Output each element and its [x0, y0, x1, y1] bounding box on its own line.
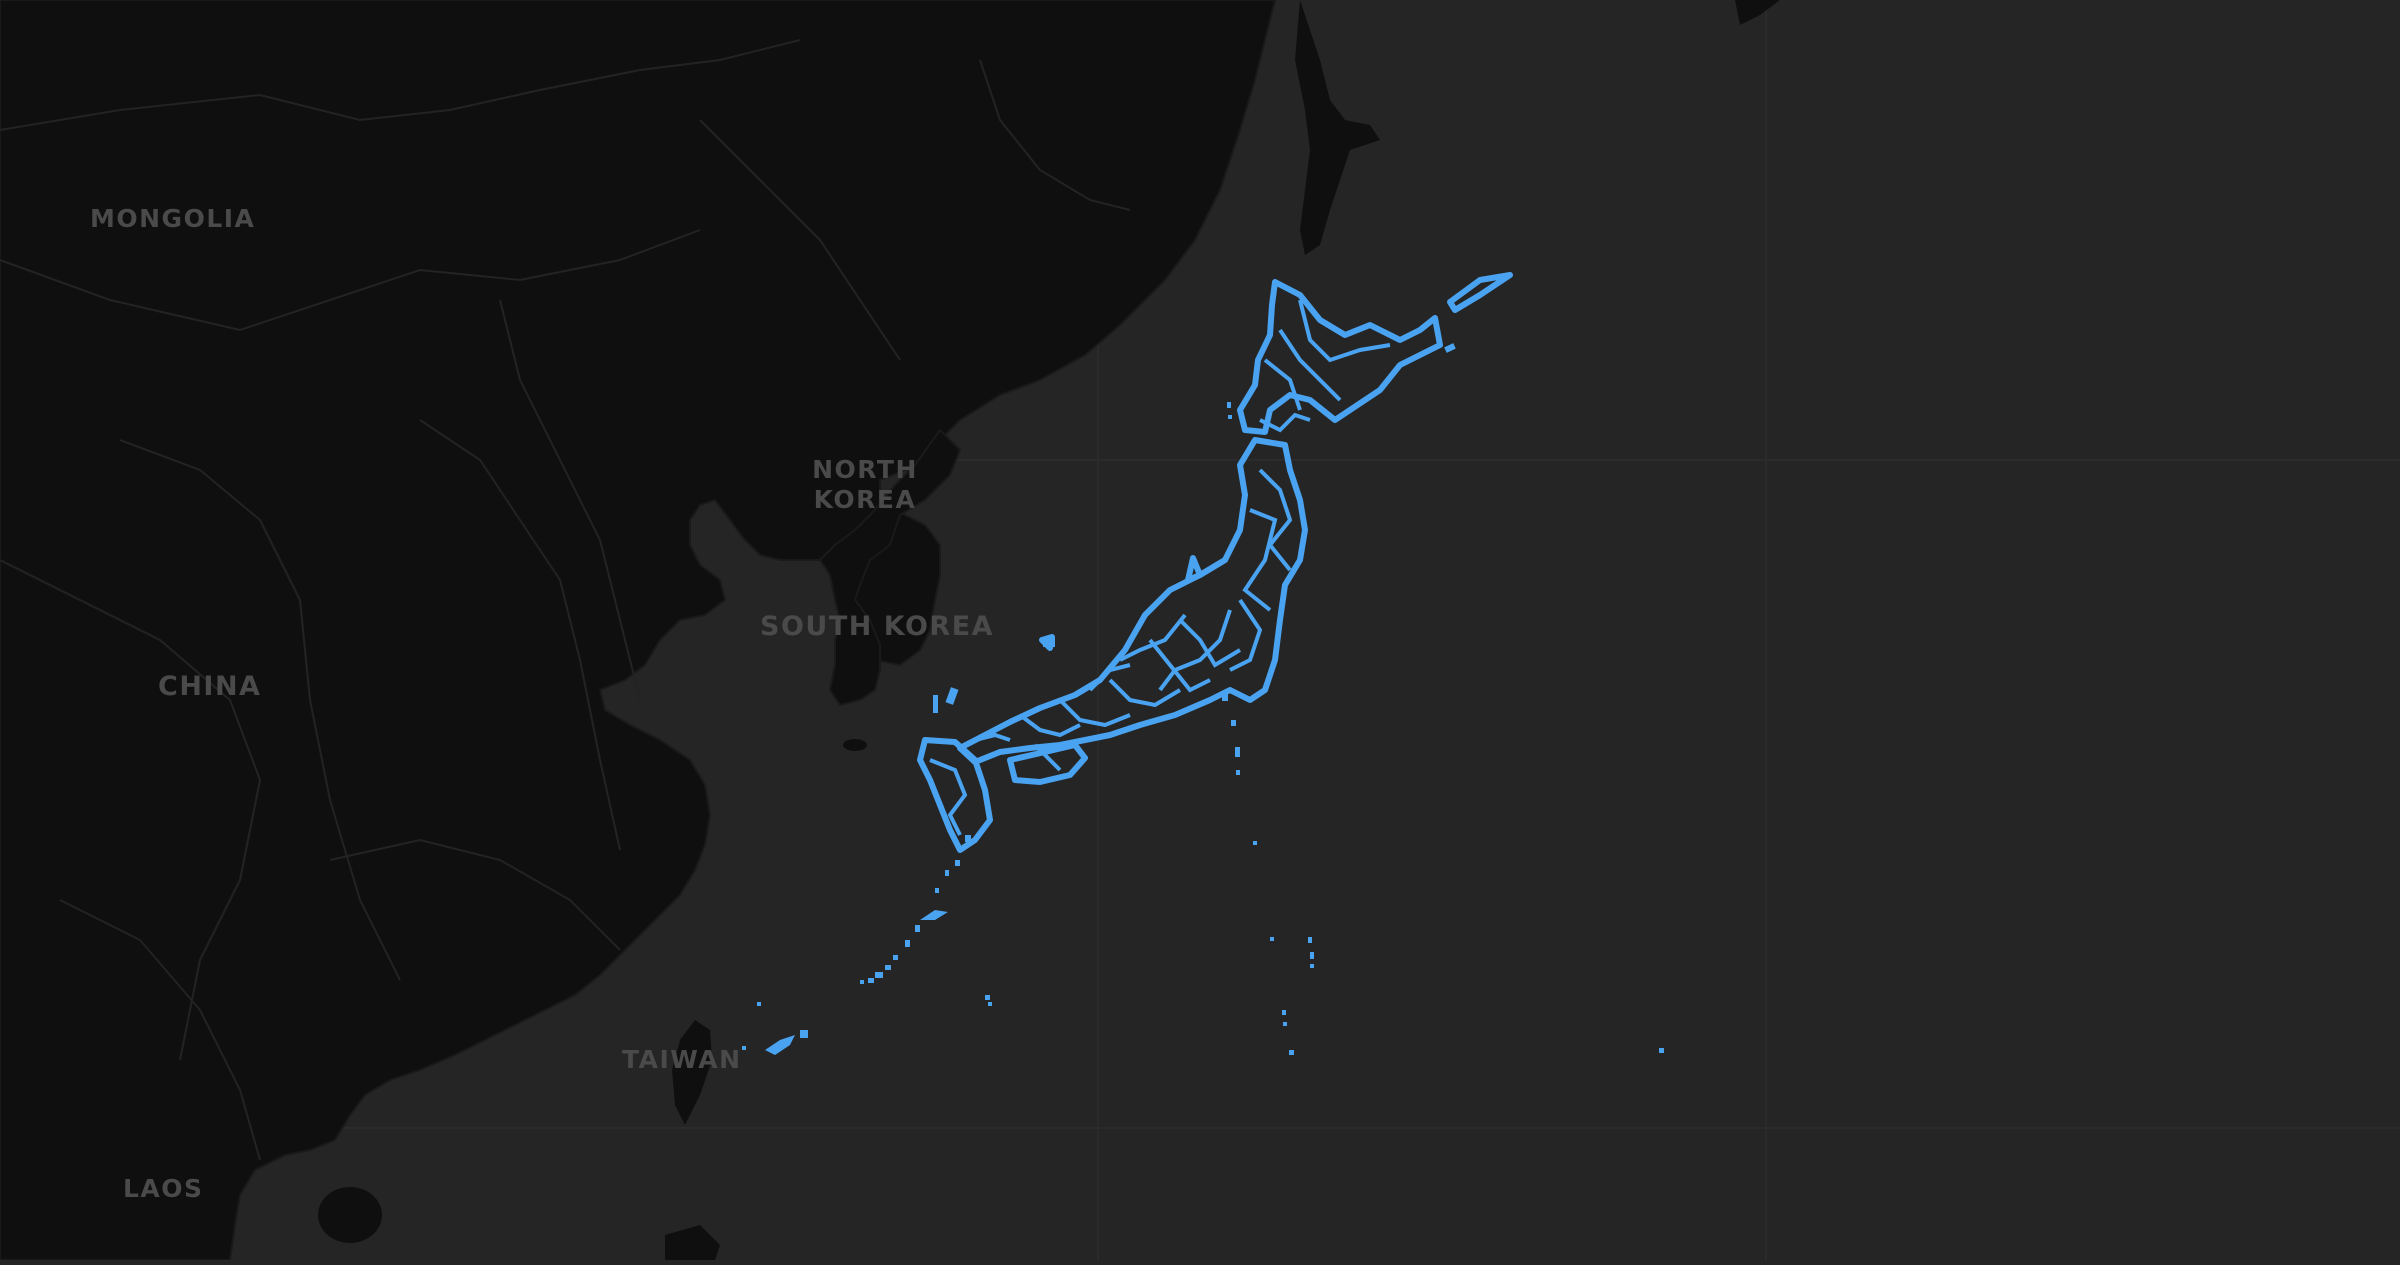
admin-borders [0, 39, 1131, 1161]
country-label-taiwan: TAIWAN [622, 1045, 742, 1074]
country-label-mongolia: MONGOLIA [90, 204, 256, 233]
country-label-north-korea-line2: KOREA [813, 485, 917, 514]
luzon-tip [665, 1225, 720, 1260]
country-label-south-korea: SOUTH KOREA [760, 611, 995, 642]
korea-peninsula [818, 428, 962, 707]
hokkaido[interactable] [1237, 279, 1443, 435]
kamchatka-tip [1735, 0, 1780, 25]
japan-prefecture-mesh [929, 299, 1391, 836]
kuril-islets[interactable] [1447, 272, 1513, 313]
outlying-islands[interactable] [742, 343, 1664, 1055]
taiwan-island [672, 1020, 712, 1125]
japan-region[interactable] [917, 272, 1513, 853]
sado-island[interactable] [1185, 555, 1203, 583]
country-label-north-korea: NORTH KOREA [800, 455, 930, 515]
country-label-north-korea-line1: NORTH [812, 455, 918, 484]
hainan-island [318, 1187, 382, 1243]
country-label-china: CHINA [158, 671, 262, 702]
honshu[interactable] [957, 437, 1308, 765]
country-label-laos: LAOS [123, 1174, 204, 1203]
sakhalin [1295, 0, 1380, 255]
kyushu[interactable] [917, 737, 993, 853]
shikoku[interactable] [1007, 742, 1088, 785]
jeju-island [843, 739, 867, 751]
